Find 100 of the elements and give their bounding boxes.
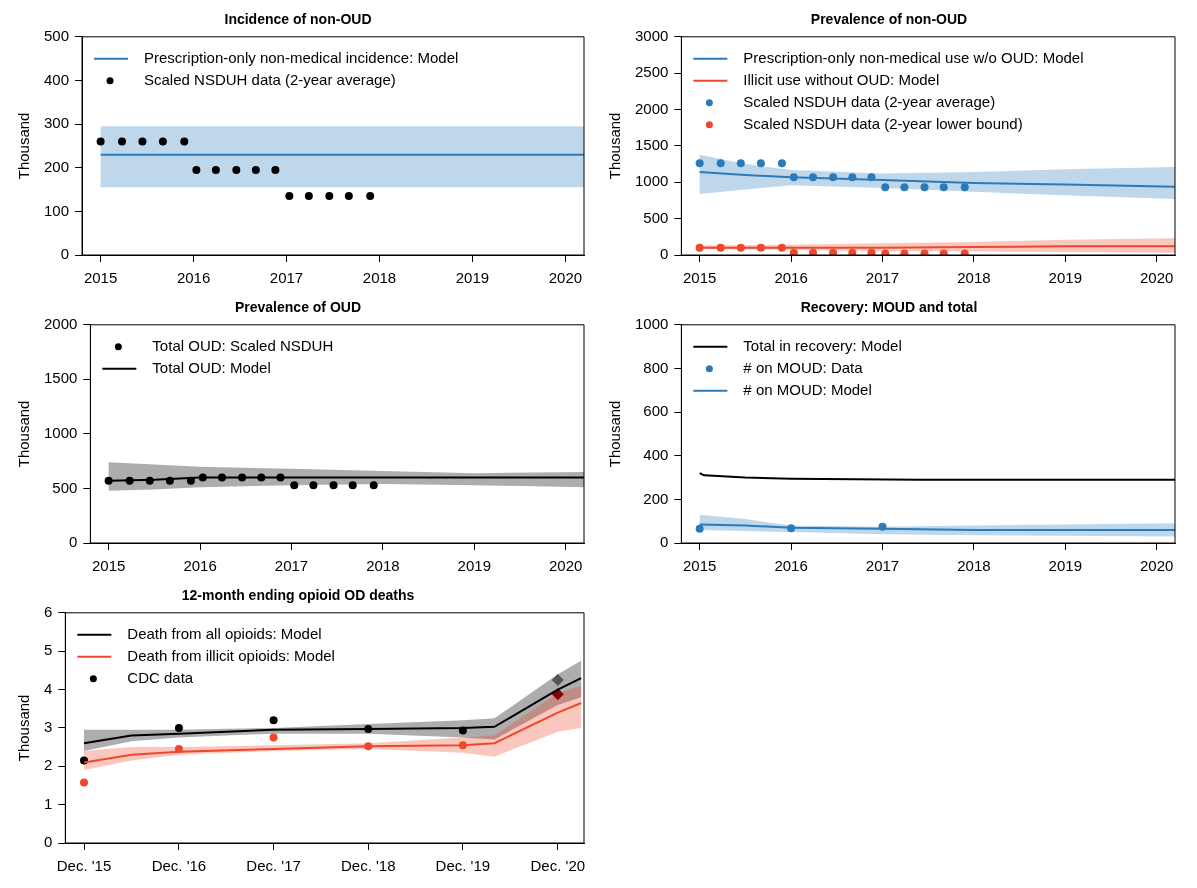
y-tick-label: 1500 <box>43 369 78 387</box>
x-tick-label: 2017 <box>865 269 900 287</box>
point <box>118 137 126 146</box>
point <box>192 165 201 174</box>
y-tick-label: 6 <box>44 602 53 620</box>
point <box>180 137 189 146</box>
point <box>269 733 278 742</box>
x-tick-label: 2015 <box>83 269 118 287</box>
y-tick-label: 0 <box>60 245 70 263</box>
point <box>777 159 786 168</box>
point <box>848 248 857 255</box>
legend-label: Total OUD: Scaled NSDUH <box>152 336 334 354</box>
x-tick-label: 2020 <box>549 557 583 575</box>
point <box>285 192 294 201</box>
point <box>881 183 890 192</box>
point <box>158 137 167 146</box>
point <box>304 192 313 201</box>
legend-label: # on MOUD: Model <box>743 380 872 398</box>
y-axis-title: Thousand <box>15 694 33 762</box>
x-tick-label: 2019 <box>1048 269 1082 287</box>
y-tick-label: 1000 <box>43 424 78 442</box>
y-tick-label: 0 <box>660 245 669 263</box>
point <box>789 248 798 255</box>
legend-label: # on MOUD: Data <box>743 358 864 376</box>
point <box>939 183 948 192</box>
point <box>138 137 147 146</box>
y-tick-label: 1000 <box>634 314 669 332</box>
y-tick-label: 1500 <box>634 136 669 154</box>
y-tick-label: 2 <box>44 756 53 774</box>
point <box>271 165 280 174</box>
y-tick-label: 3000 <box>634 26 669 44</box>
y-tick-label: 1000 <box>634 172 669 190</box>
x-tick-label: 2018 <box>362 269 397 287</box>
x-tick-label: 2016 <box>183 557 217 575</box>
y-tick-label: 400 <box>44 70 70 88</box>
x-tick-label: Dec. '18 <box>340 857 396 875</box>
x-tick-label: Dec. '17 <box>246 857 301 875</box>
x-tick-label: 2018 <box>366 557 400 575</box>
y-tick-label: 600 <box>643 402 669 420</box>
x-tick-label: 2015 <box>682 557 717 575</box>
y-tick-label: 200 <box>643 489 669 507</box>
point <box>736 159 745 168</box>
chart-title: Recovery: MOUD and total <box>800 299 978 316</box>
y-tick-label: 2000 <box>634 99 669 117</box>
point <box>269 716 278 725</box>
y-tick-label: 1 <box>44 794 53 812</box>
y-tick-label: 5 <box>44 641 53 659</box>
y-tick-label: 3 <box>44 718 53 736</box>
legend-label: Death from all opioids: Model <box>127 624 322 642</box>
point <box>80 778 89 787</box>
x-tick-label: 2019 <box>1048 557 1082 575</box>
point <box>366 192 375 201</box>
x-tick-label: 2020 <box>1140 557 1174 575</box>
point <box>756 159 765 168</box>
x-tick-label: Dec. '19 <box>435 857 491 875</box>
x-tick-label: 2016 <box>774 269 808 287</box>
legend-label: Prescription-only non-medical use w/o OUD: Model <box>743 48 1084 66</box>
point <box>695 159 704 168</box>
point <box>232 165 241 174</box>
legend-label: Scaled NSDUH data (2-year lower bound) <box>743 114 1023 132</box>
chart-title: Prevalence of non-OUD <box>810 11 968 28</box>
point <box>344 192 353 201</box>
y-tick-label: 500 <box>44 26 70 44</box>
point <box>211 165 220 174</box>
y-tick-label: 800 <box>643 358 669 376</box>
point <box>251 165 260 174</box>
y-tick-label: 400 <box>643 445 669 463</box>
x-tick-label: 2015 <box>91 557 126 575</box>
y-tick-label: 4 <box>44 679 53 697</box>
x-tick-label: 2016 <box>176 269 211 287</box>
legend-label: Scaled NSDUH data (2-year average) <box>144 70 396 88</box>
x-tick-label: 2017 <box>274 557 309 575</box>
legend-label: Scaled NSDUH data (2-year average) <box>743 92 996 110</box>
x-tick-label: 2017 <box>269 269 304 287</box>
y-axis-title: Thousand <box>606 112 624 180</box>
legend-label: Total OUD: Model <box>152 358 271 376</box>
y-tick-label: 100 <box>44 201 70 219</box>
y-tick-label: 0 <box>69 533 78 551</box>
legend-label: Prescription-only non-medical incidence: Model <box>144 48 459 66</box>
legend-label: Illicit use without OUD: Model <box>743 70 940 88</box>
y-tick-label: 300 <box>44 114 70 132</box>
chart-title: Incidence of non-OUD <box>224 11 372 28</box>
x-tick-label: 2017 <box>865 557 900 575</box>
point <box>829 248 838 255</box>
chart-title: Prevalence of OUD <box>234 299 362 316</box>
y-axis-title: Thousand <box>15 400 33 468</box>
x-tick-label: Dec. '15 <box>56 857 112 875</box>
x-tick-label: Dec. '16 <box>151 857 207 875</box>
point <box>325 192 334 201</box>
y-tick-label: 0 <box>44 833 53 851</box>
x-tick-label: 2018 <box>957 557 991 575</box>
point <box>551 673 564 686</box>
x-tick-label: Dec. '20 <box>530 857 586 875</box>
x-tick-label: 2018 <box>957 269 991 287</box>
legend-label: CDC data <box>127 668 194 686</box>
y-tick-label: 2500 <box>634 63 669 81</box>
chart-title: 12-month ending opioid OD deaths <box>181 587 415 604</box>
y-tick-label: 500 <box>643 208 669 226</box>
legend-label: Death from illicit opioids: Model <box>127 646 335 664</box>
y-tick-label: 500 <box>52 478 78 496</box>
